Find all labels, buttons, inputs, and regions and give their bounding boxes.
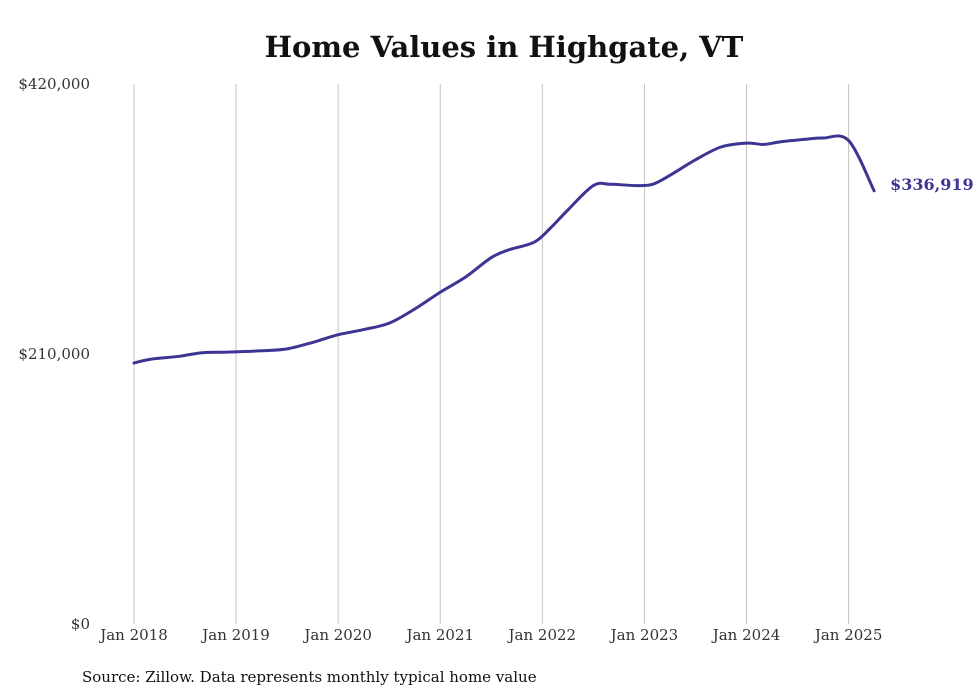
y-axis: $0 $210,000 $420,000 [18, 75, 90, 633]
series-line [132, 134, 876, 365]
x-tick-label: Jan 2019 [200, 626, 270, 644]
x-tick-label: Jan 2022 [507, 626, 577, 644]
y-tick-label: $210,000 [18, 345, 90, 363]
chart-title: Home Values in Highgate, VT [264, 30, 744, 64]
y-tick-label: $420,000 [18, 75, 90, 93]
end-value-label: $336,919 [890, 175, 974, 194]
x-tick-label: Jan 2020 [302, 626, 372, 644]
x-tick-label: Jan 2023 [609, 626, 679, 644]
x-tick-label: Jan 2018 [98, 626, 168, 644]
x-tick-label: Jan 2025 [813, 626, 883, 644]
x-axis: Jan 2018 Jan 2019 Jan 2020 Jan 2021 Jan 2022… [98, 626, 882, 644]
y-tick-label: $0 [71, 615, 90, 633]
x-tick-label: Jan 2021 [404, 626, 474, 644]
source-note: Source: Zillow. Data represents monthly … [82, 668, 537, 686]
grid-lines [133, 84, 850, 624]
x-tick-label: Jan 2024 [711, 626, 781, 644]
